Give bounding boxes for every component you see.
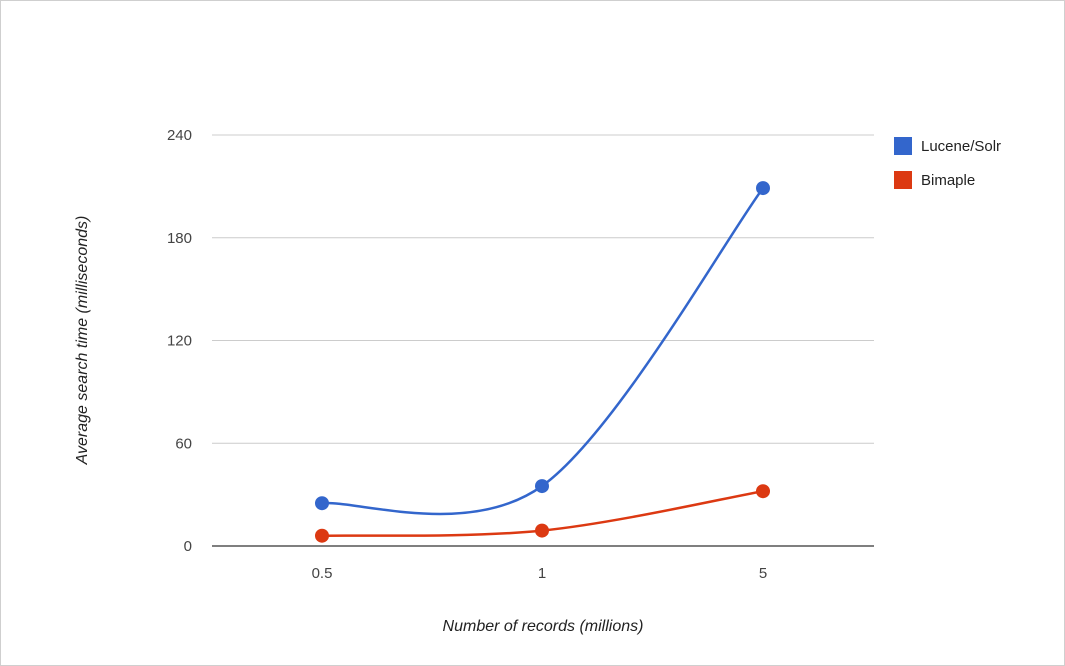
legend-label-bimaple: Bimaple bbox=[921, 172, 975, 189]
y-tick-label: 240 bbox=[167, 127, 192, 144]
y-axis-tick-labels: 0 60 120 180 240 bbox=[167, 127, 192, 555]
legend-label-lucene-solr: Lucene/Solr bbox=[921, 138, 1001, 155]
data-point-bimaple bbox=[315, 528, 329, 543]
x-tick-label: 5 bbox=[759, 565, 767, 582]
y-tick-label: 0 bbox=[184, 538, 192, 555]
legend-swatch-bimaple bbox=[894, 171, 912, 189]
x-tick-label: 1 bbox=[538, 565, 546, 582]
legend-swatch-lucene-solr bbox=[894, 137, 912, 155]
legend: Lucene/Solr Bimaple bbox=[894, 137, 1001, 189]
x-axis-tick-labels: 0.5 1 5 bbox=[312, 565, 768, 582]
x-axis-title: Number of records (millions) bbox=[443, 618, 644, 635]
x-tick-label: 0.5 bbox=[312, 565, 333, 582]
series-group bbox=[315, 181, 770, 543]
data-point-lucene-solr bbox=[535, 479, 549, 494]
data-point-lucene-solr bbox=[756, 181, 770, 196]
y-tick-label: 60 bbox=[175, 435, 192, 452]
grid-lines bbox=[212, 134, 874, 547]
series-line-lucene-solr bbox=[320, 186, 765, 516]
data-point-lucene-solr bbox=[315, 496, 329, 511]
y-tick-label: 120 bbox=[167, 333, 192, 350]
y-axis-title: Average search time (milliseconds) bbox=[74, 216, 91, 466]
data-point-bimaple bbox=[756, 484, 770, 499]
data-point-bimaple bbox=[535, 523, 549, 538]
y-tick-label: 180 bbox=[167, 230, 192, 247]
